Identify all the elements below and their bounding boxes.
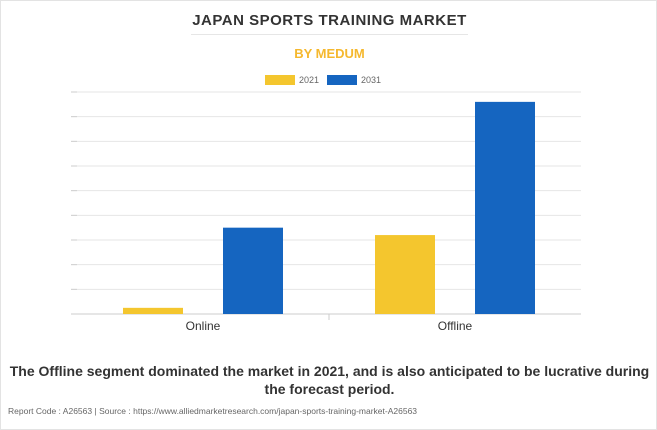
legend-label-2031: 2031 — [361, 75, 382, 85]
title-divider — [191, 34, 468, 35]
x-tick-label: Online — [186, 319, 221, 333]
chart-legend: 2021 2031 — [265, 74, 381, 86]
chart-subtitle: BY MEDUM — [294, 46, 365, 61]
legend-label-2021: 2021 — [299, 75, 320, 85]
chart-title: JAPAN SPORTS TRAINING MARKET — [192, 12, 467, 29]
source-link: Source : https://www.alliedmarketresearc… — [99, 406, 418, 416]
x-tick-label: Offline — [438, 319, 473, 333]
legend-swatch-2031 — [327, 75, 358, 85]
legend-item-2021: 2021 — [265, 75, 319, 85]
report-code: Report Code : A26563 — [8, 406, 93, 416]
legend-swatch-2021 — [265, 75, 295, 85]
legend-item-2031: 2031 — [327, 75, 381, 85]
bar-chart: Online Offline — [71, 91, 581, 333]
footer: Report Code : A26563 | Source : https://… — [8, 406, 417, 416]
bar-2031-online — [223, 227, 283, 314]
bar-2021-online — [123, 307, 183, 314]
bar-2031-offline — [475, 101, 535, 314]
bar-2021-offline — [375, 235, 435, 314]
chart-caption: The Offline segment dominated the market… — [9, 363, 650, 397]
footer-separator: | — [94, 406, 97, 416]
